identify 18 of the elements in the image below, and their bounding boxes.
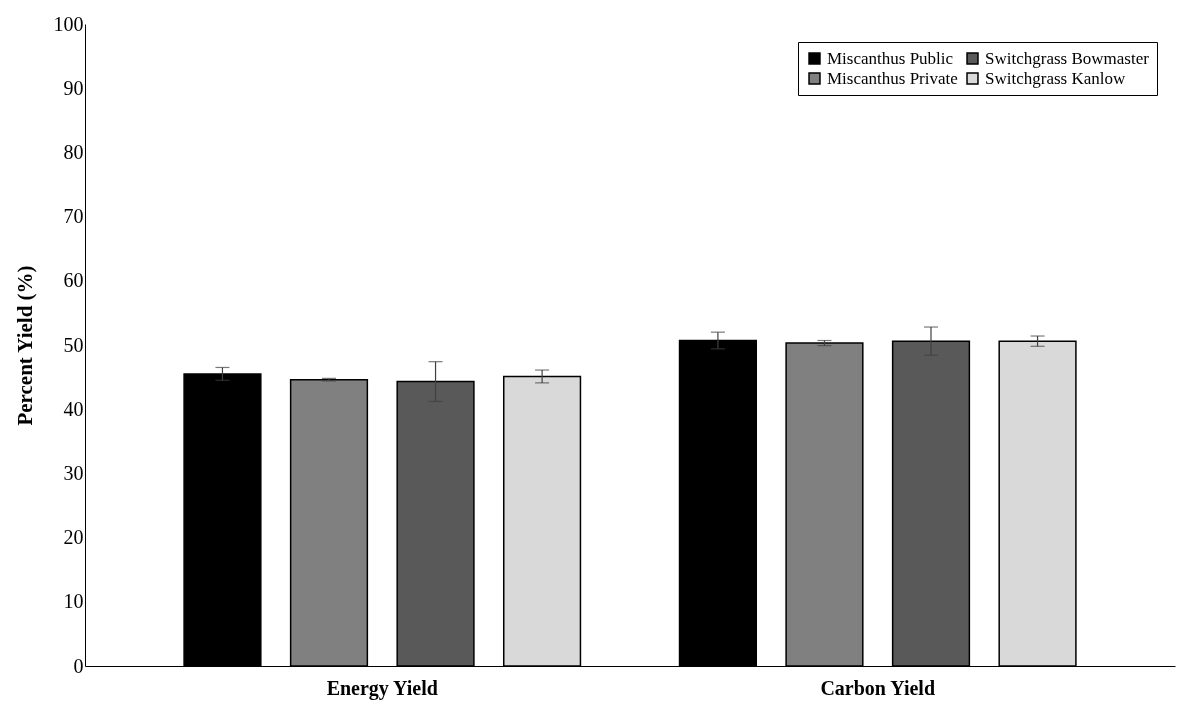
y-tick-label: 80 (63, 140, 84, 163)
y-tick-label: 70 (63, 205, 84, 228)
y-tick-label: 30 (63, 461, 84, 484)
y-tick-label: 20 (63, 526, 84, 549)
y-tick-label: 40 (63, 397, 84, 420)
y-tick-label: 10 (63, 590, 84, 613)
y-tick-label: 90 (63, 76, 84, 99)
y-tick-label: 100 (53, 12, 84, 35)
y-tick-label: 50 (63, 333, 84, 356)
y-tick-label: 0 (73, 654, 84, 677)
legend-label: Switchgrass Kanlow (985, 68, 1126, 88)
legend-label: Miscanthus Public (827, 48, 954, 68)
x-tick-label: Carbon Yield (820, 676, 936, 699)
legend-label: Miscanthus Private (827, 68, 958, 88)
y-tick-label: 60 (63, 269, 84, 292)
legend-label: Switchgrass Bowmaster (985, 48, 1150, 68)
x-tick-label: Energy Yield (326, 676, 438, 700)
y-axis-title: Percent Yield (%) (12, 265, 37, 426)
